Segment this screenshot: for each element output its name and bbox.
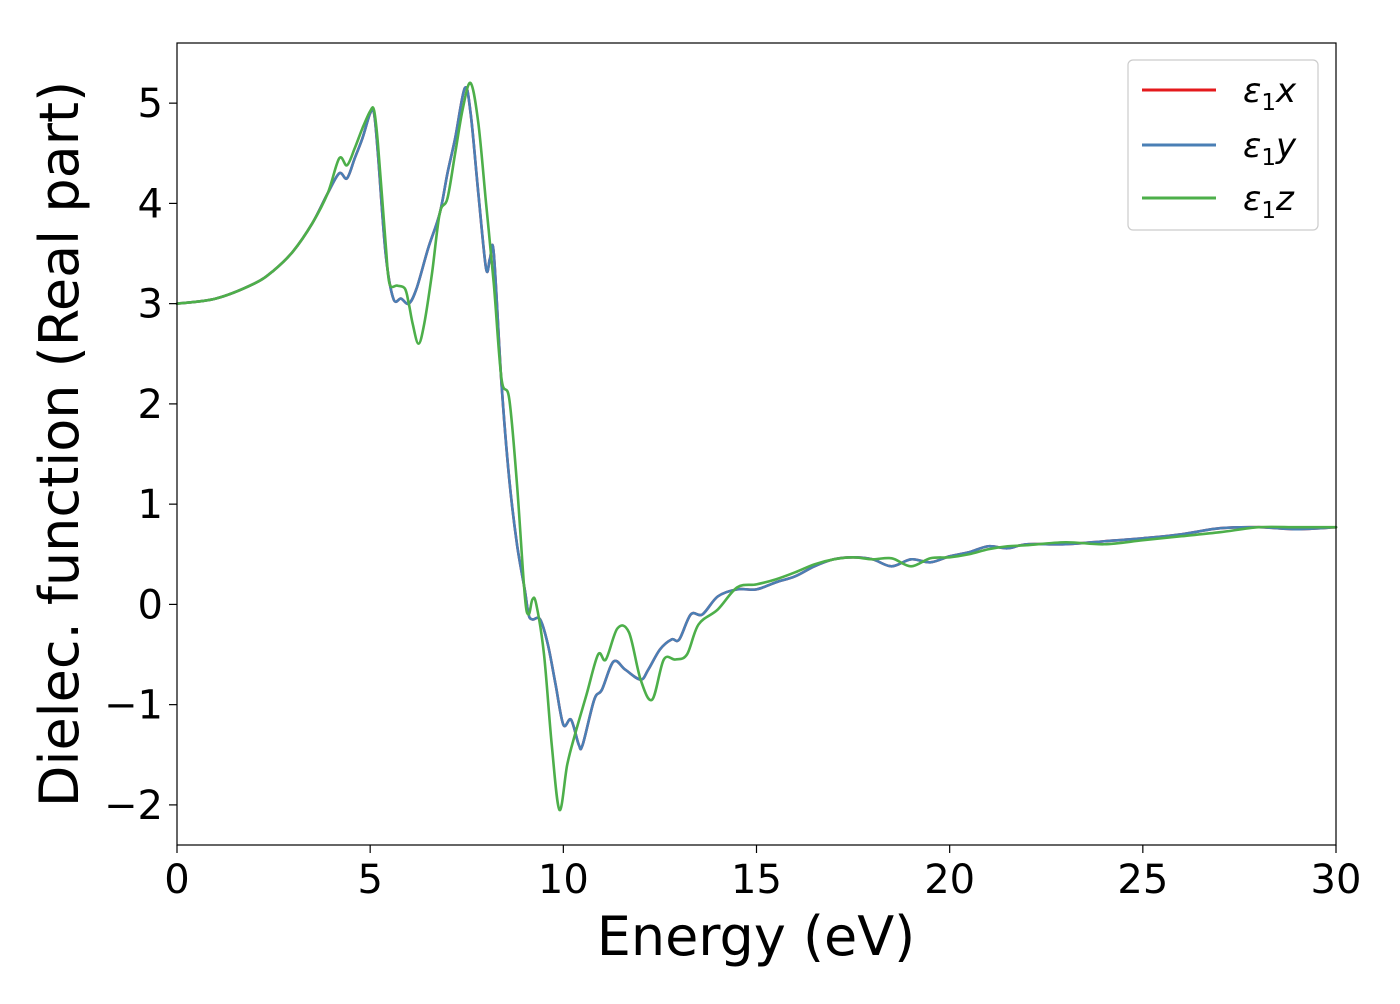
y-tick-label: 0: [138, 582, 163, 628]
x-axis-ticks: 0 5 10 15 20 25 30: [164, 845, 1361, 903]
y-axis-title: Dielec. function (Real part): [28, 81, 91, 807]
y-tick-label: 4: [138, 181, 163, 227]
x-tick-label: 15: [731, 857, 782, 903]
y-tick-label: 5: [138, 81, 163, 127]
legend: ε1x ε1y ε1z: [1127, 59, 1319, 231]
x-tick-label: 10: [538, 857, 589, 903]
series-layer: [175, 81, 1338, 812]
y-tick-label: −1: [104, 683, 163, 729]
series-line-z: [175, 81, 1338, 812]
y-tick-label: 1: [138, 482, 163, 528]
legend-box: [1127, 59, 1319, 231]
x-axis-title: Energy (eV): [597, 905, 916, 968]
x-tick-label: 5: [357, 857, 382, 903]
y-axis-ticks: −2 −1 0 1 2 3 4 5: [104, 81, 177, 829]
x-tick-label: 30: [1311, 857, 1362, 903]
y-tick-label: 2: [138, 382, 163, 428]
legend-label-x: ε1x: [1243, 71, 1297, 116]
x-tick-label: 20: [924, 857, 975, 903]
y-tick-label: 3: [138, 282, 163, 328]
x-tick-label: 0: [164, 857, 189, 903]
legend-label-y: ε1y: [1243, 126, 1297, 171]
y-tick-label: −2: [104, 783, 163, 829]
x-tick-label: 25: [1117, 857, 1168, 903]
legend-label-z: ε1z: [1243, 179, 1295, 224]
